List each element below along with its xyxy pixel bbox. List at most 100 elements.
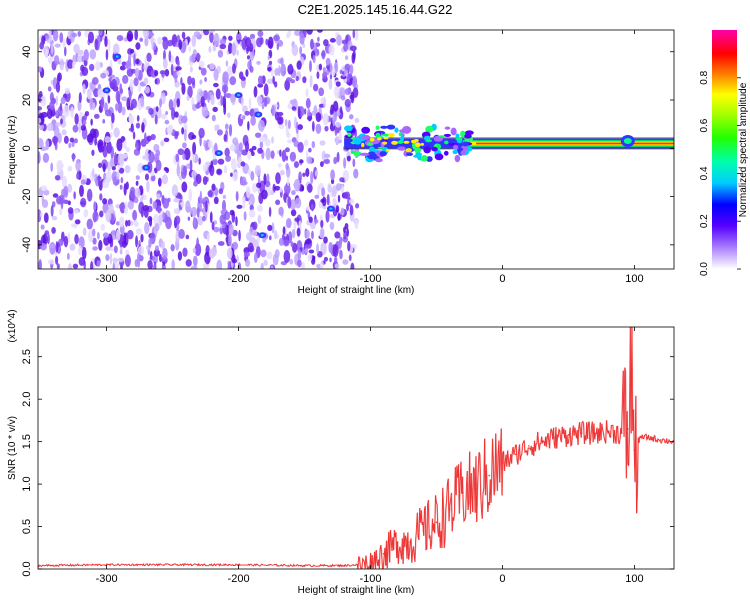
noise-speckle bbox=[304, 248, 309, 253]
noise-speckle bbox=[325, 209, 330, 223]
noise-speckle bbox=[165, 110, 169, 116]
signal-fragment bbox=[434, 153, 444, 161]
snr-data-point bbox=[501, 462, 504, 464]
snr-data-point bbox=[646, 436, 649, 439]
noise-speckle bbox=[297, 105, 301, 118]
noise-speckle bbox=[340, 74, 347, 80]
noise-speckle bbox=[243, 211, 247, 221]
signal-fragment bbox=[464, 133, 472, 139]
noise-speckle bbox=[128, 90, 132, 101]
noise-speckle bbox=[348, 198, 355, 204]
noise-speckle bbox=[250, 170, 255, 181]
noise-speckle bbox=[302, 172, 306, 177]
noise-speckle bbox=[225, 60, 229, 67]
noise-speckle bbox=[317, 36, 320, 42]
noise-speckle bbox=[317, 251, 323, 258]
noise-speckle bbox=[271, 104, 275, 117]
snr-data-point bbox=[475, 487, 477, 490]
noise-speckle bbox=[325, 57, 331, 66]
noise-speckle bbox=[185, 234, 190, 240]
noise-speckle bbox=[75, 159, 81, 172]
noise-speckle bbox=[127, 200, 134, 210]
noise-speckle bbox=[215, 88, 221, 100]
noise-speckle bbox=[340, 207, 345, 216]
noise-speckle bbox=[86, 90, 93, 100]
noise-speckle bbox=[276, 101, 280, 110]
noise-speckle bbox=[211, 114, 216, 122]
chart-title: C2E1.2025.145.16.44.G22 bbox=[297, 2, 453, 17]
noise-speckle bbox=[171, 107, 176, 120]
noise-speckle bbox=[112, 257, 118, 264]
noise-speckle bbox=[113, 127, 120, 138]
noise-speckle bbox=[227, 112, 231, 119]
noise-speckle bbox=[61, 129, 67, 136]
noise-speckle bbox=[87, 31, 95, 44]
noise-speckle bbox=[50, 162, 54, 172]
noise-speckle bbox=[270, 150, 275, 159]
noise-speckle bbox=[250, 115, 256, 126]
noise-speckle bbox=[281, 149, 287, 162]
noise-speckle bbox=[113, 151, 117, 165]
noise-speckle bbox=[47, 233, 50, 245]
noise-speckle bbox=[183, 128, 187, 142]
noise-speckle bbox=[259, 140, 264, 149]
noise-speckle bbox=[46, 108, 53, 120]
noise-speckle bbox=[320, 161, 324, 167]
noise-speckle bbox=[58, 194, 65, 205]
colorbar-label: Normalized spectral amplitude bbox=[738, 82, 749, 217]
noise-speckle bbox=[249, 204, 254, 211]
noise-speckle bbox=[78, 245, 82, 256]
noise-speckle bbox=[181, 82, 186, 95]
noise-speckle bbox=[67, 165, 73, 172]
noise-speckle bbox=[133, 53, 136, 67]
signal-fragment bbox=[361, 126, 371, 134]
noise-speckle bbox=[133, 197, 139, 204]
signal-fragment bbox=[443, 150, 449, 156]
noise-speckle bbox=[206, 233, 210, 243]
noise-speckle bbox=[106, 140, 112, 154]
noise-speckle bbox=[339, 106, 343, 114]
signal-fragment bbox=[380, 125, 388, 129]
signal-fragment bbox=[394, 127, 399, 133]
noise-speckle bbox=[185, 200, 191, 213]
noise-speckle bbox=[69, 137, 75, 143]
noise-speckle bbox=[55, 241, 59, 253]
noise-speckle bbox=[348, 114, 354, 120]
noise-speckle bbox=[124, 164, 131, 174]
noise-speckle bbox=[266, 251, 273, 260]
noise-speckle bbox=[43, 212, 49, 224]
noise-speckle bbox=[55, 122, 62, 127]
noise-speckle bbox=[40, 224, 45, 230]
noise-speckle bbox=[291, 44, 299, 56]
noise-speckle bbox=[193, 180, 198, 187]
noise-speckle bbox=[81, 55, 85, 63]
noise-speckle bbox=[245, 140, 250, 153]
noise-speckle bbox=[121, 96, 128, 102]
noise-speckle bbox=[117, 164, 121, 171]
noise-speckle bbox=[305, 88, 309, 98]
noise-speckle bbox=[198, 60, 205, 68]
noise-speckle bbox=[117, 153, 124, 165]
noise-speckle bbox=[137, 245, 145, 256]
noise-speckle bbox=[77, 30, 82, 37]
noise-speckle bbox=[289, 199, 297, 211]
noise-speckle bbox=[52, 136, 59, 144]
noise-speckle bbox=[245, 232, 252, 241]
noise-speckle bbox=[138, 201, 145, 214]
noise-speckle bbox=[298, 171, 302, 183]
signal-fragment-hot bbox=[455, 137, 463, 141]
noise-speckle bbox=[315, 112, 322, 123]
snr-data-point bbox=[382, 552, 385, 555]
noise-speckle bbox=[155, 159, 162, 172]
noise-speckle bbox=[174, 111, 179, 118]
signal-blob-core bbox=[623, 138, 632, 145]
noise-speckle bbox=[107, 161, 112, 172]
y-tick-label-top: 40 bbox=[21, 46, 33, 58]
noise-speckle bbox=[328, 78, 333, 90]
noise-speckle bbox=[344, 98, 351, 108]
snr-data-point bbox=[422, 529, 425, 532]
noise-speckle bbox=[322, 113, 329, 126]
noise-speckle bbox=[125, 219, 129, 227]
noise-speckle bbox=[297, 248, 302, 260]
noise-speckle bbox=[117, 257, 124, 263]
